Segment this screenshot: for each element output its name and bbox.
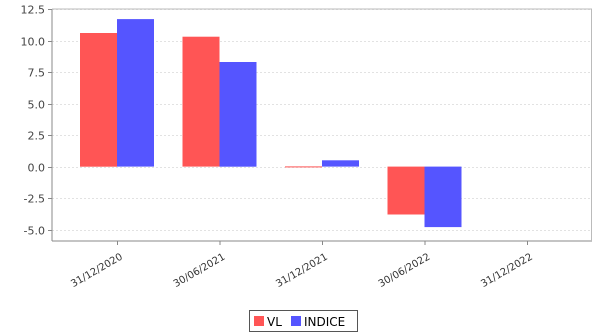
x-tick-label: 31/12/2021 [274,252,329,290]
bar-indice-0 [117,19,154,167]
y-tick-label: 10.0 [21,36,46,49]
y-tick-label: 2.5 [28,130,46,143]
bar-vl-1 [182,36,220,167]
y-tick-label: -2.5 [24,193,45,206]
bars-group [80,19,462,228]
y-tick-label: 12.5 [21,4,46,17]
legend-label-vl: VL [267,315,282,329]
legend-label-indice: INDICE [304,315,345,329]
x-tick-label: 30/06/2022 [377,252,432,290]
bar-indice-1 [219,62,257,167]
bar-vl-2 [285,166,322,168]
legend-swatch-indice [291,316,301,326]
x-tick-label: 31/12/2020 [69,252,124,290]
y-tick-label: 5.0 [28,99,46,112]
y-tick-label: -5.0 [24,225,45,238]
bar-vl-3 [387,166,425,215]
legend-box [249,310,358,332]
y-tick-label: 7.5 [28,67,46,80]
legend-swatch-vl [254,316,264,326]
bar-indice-3 [424,166,462,228]
legend: VL INDICE [249,310,358,332]
y-tick-label: 0.0 [28,162,46,175]
bar-vl-0 [80,33,117,167]
x-tick-label: 31/12/2022 [479,252,534,290]
bar-indice-2 [322,160,359,167]
y-axis: 12.5 10.0 7.5 5.0 2.5 0.0 -2.5 -5.0 [21,4,53,241]
x-tick-label: 30/06/2021 [172,252,227,290]
x-axis: 31/12/2020 30/06/2021 31/12/2021 30/06/2022… [52,240,592,290]
